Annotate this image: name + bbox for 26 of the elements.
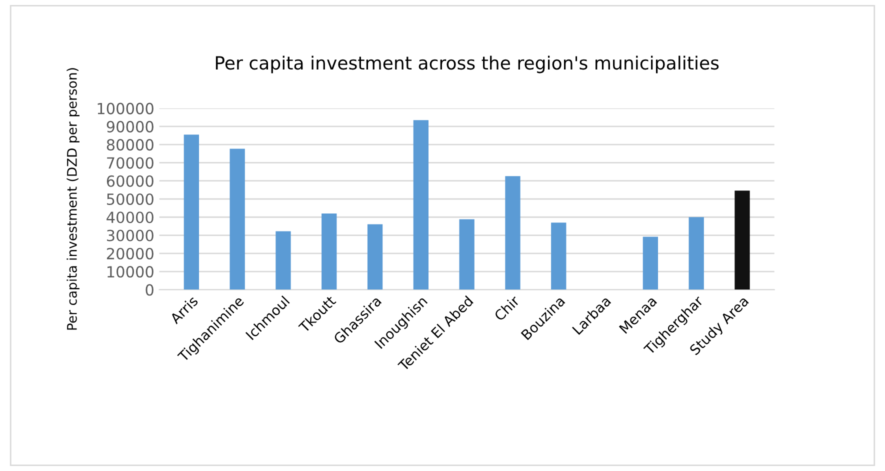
y-tick-label: 80000 (106, 139, 154, 151)
bar (230, 148, 245, 290)
y-tick-label: 60000 (106, 175, 154, 187)
bar (322, 214, 337, 290)
bar (688, 217, 704, 290)
bar (276, 231, 291, 290)
bar (551, 222, 566, 290)
bar (184, 134, 200, 290)
y-tick-label: 100000 (98, 102, 154, 114)
y-axis-title: Per capita investment (DZD per person) (66, 68, 80, 330)
bar (505, 176, 520, 290)
y-tick-label: 70000 (107, 157, 154, 169)
y-tick-label: 20000 (106, 248, 154, 260)
y-tick-label: 40000 (106, 212, 154, 224)
y-tick-label: 50000 (107, 193, 154, 206)
y-tick-label: 30000 (107, 230, 154, 242)
bar (642, 236, 658, 290)
chart-title: Per capita investment across the region's municipalities (216, 56, 719, 74)
bar (367, 224, 383, 290)
bar (413, 120, 429, 290)
bar (734, 190, 750, 290)
y-tick-label: 90000 (106, 120, 154, 132)
y-tick-label: 0 (146, 284, 154, 296)
x-tick-label: Chir (493, 294, 520, 322)
bar (459, 219, 474, 290)
y-tick-label: 10000 (108, 266, 154, 278)
